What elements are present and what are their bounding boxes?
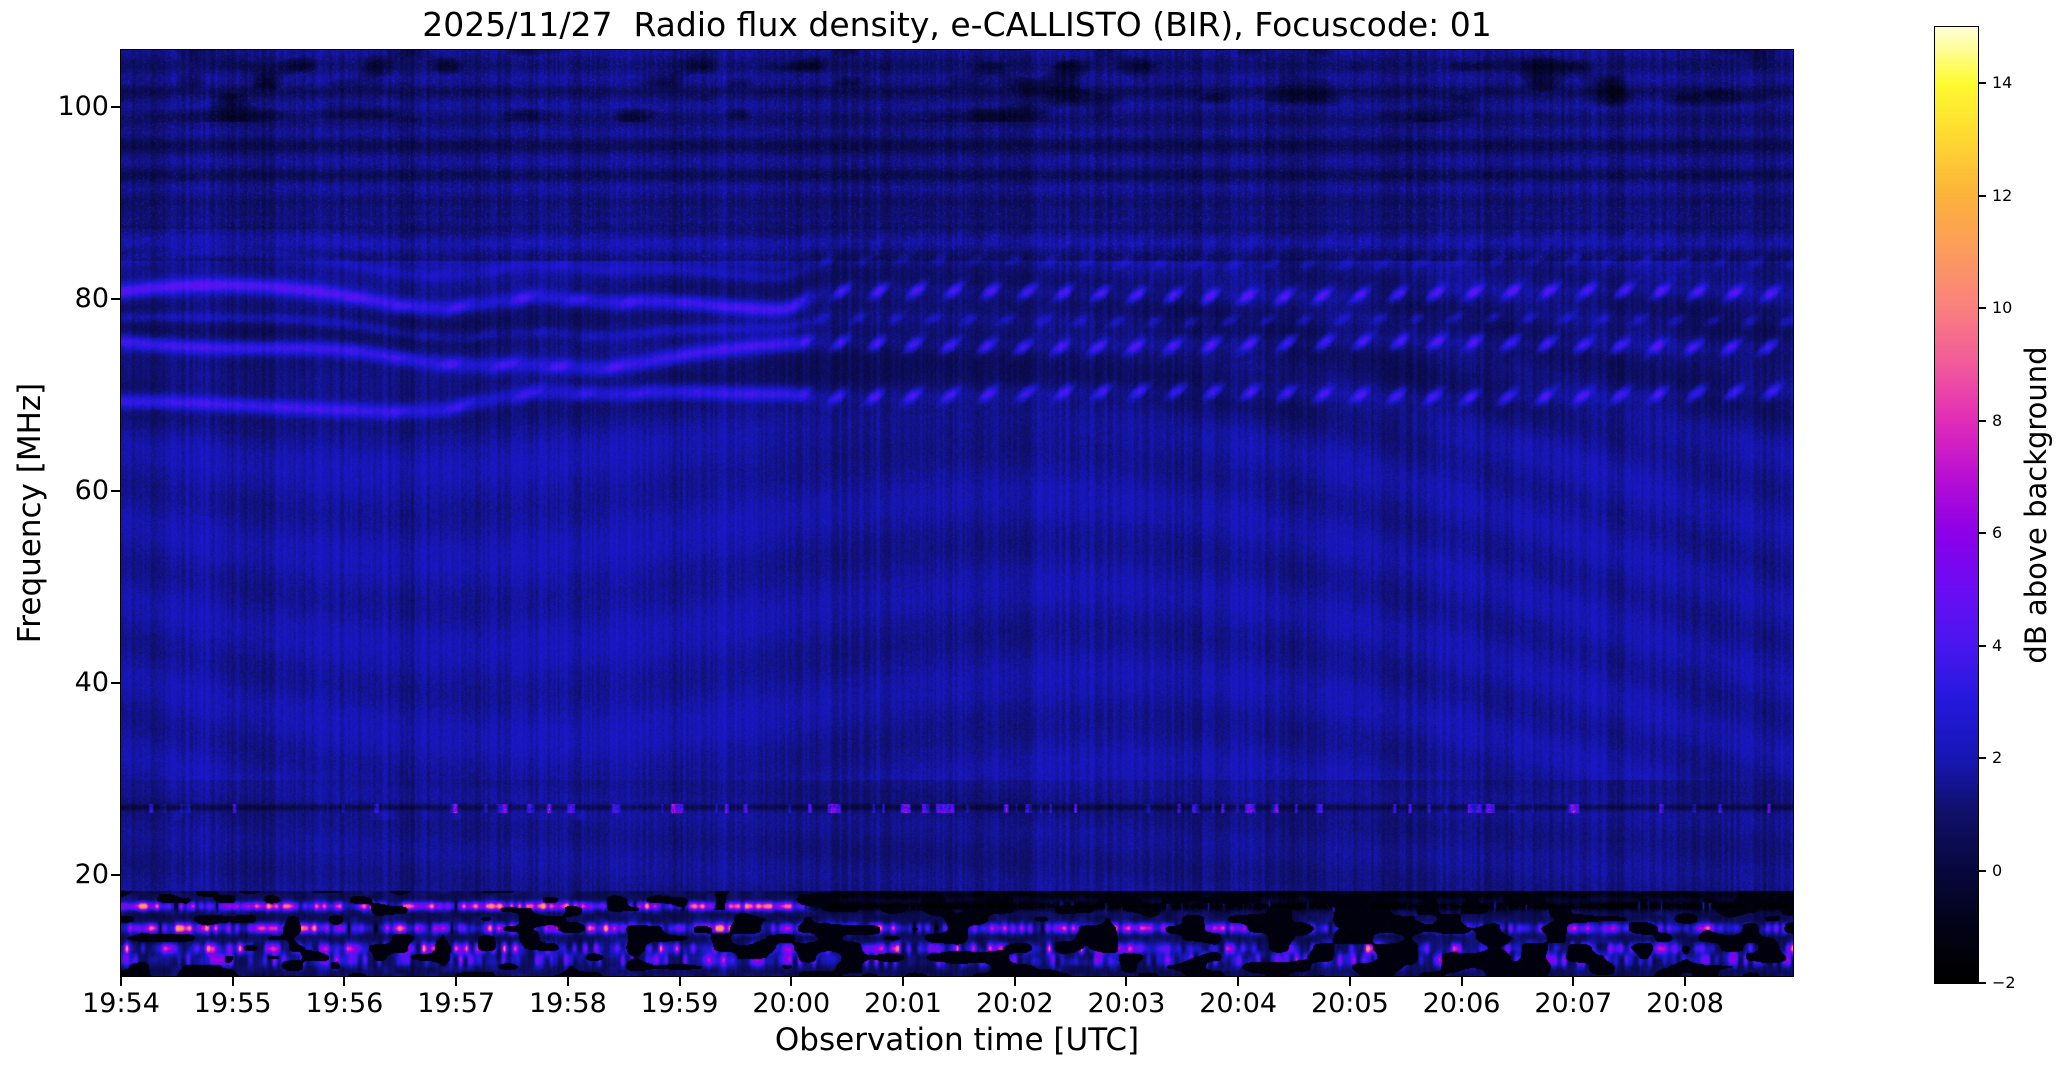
colorbar-canvas: [1935, 27, 1978, 983]
y-tick-label: 60: [74, 475, 109, 507]
colorbar-label: dB above background: [2019, 346, 2053, 664]
colorbar-tick-label: 6: [1992, 523, 2003, 543]
x-tick-mark: [1013, 977, 1016, 986]
x-tick-mark: [790, 977, 793, 986]
colorbar-tick-mark: [1979, 869, 1986, 872]
x-tick-mark: [1125, 977, 1128, 986]
y-tick-mark: [111, 490, 120, 493]
colorbar-tick-mark: [1979, 307, 1986, 310]
x-tick-label: 19:56: [305, 988, 384, 1019]
colorbar-tick-label: 10: [1992, 298, 2013, 318]
colorbar-tick-label: 0: [1992, 860, 2003, 880]
colorbar-tick-label: 8: [1992, 410, 2003, 430]
x-tick-label: 20:06: [1422, 988, 1501, 1019]
x-tick-label: 20:05: [1310, 988, 1389, 1019]
y-tick-label: 80: [74, 283, 109, 315]
x-tick-mark: [1348, 977, 1351, 986]
colorbar-tick-mark: [1979, 419, 1986, 422]
x-tick-mark: [120, 977, 122, 986]
colorbar-tick-mark: [1979, 532, 1986, 535]
y-tick-mark: [111, 682, 120, 684]
x-tick-label: 20:01: [864, 988, 942, 1019]
colorbar-tick-label: 4: [1992, 635, 2003, 655]
y-tick-mark: [111, 106, 120, 109]
x-tick-label: 20:07: [1534, 988, 1613, 1019]
y-axis-label: Frequency [MHz]: [12, 382, 48, 644]
chart-title: 2025/11/27 Radio flux density, e-CALLIST…: [422, 5, 1492, 44]
colorbar: [1934, 26, 1979, 984]
x-tick-label: 20:03: [1087, 988, 1166, 1019]
x-tick-label: 20:04: [1199, 988, 1278, 1019]
x-tick-label: 19:55: [193, 988, 272, 1019]
x-tick-mark: [678, 977, 681, 986]
x-tick-label: 19:59: [640, 988, 719, 1019]
colorbar-tick-mark: [1979, 82, 1986, 85]
x-axis-label: Observation time [UTC]: [774, 1022, 1140, 1058]
y-tick-label: 100: [57, 91, 109, 123]
x-tick-mark: [1684, 977, 1686, 986]
y-tick-mark: [111, 874, 120, 876]
x-tick-label: 19:57: [417, 988, 496, 1019]
x-tick-mark: [1460, 977, 1463, 986]
x-tick-mark: [343, 977, 346, 986]
colorbar-tick-label: 2: [1992, 748, 2003, 768]
x-tick-mark: [566, 977, 569, 986]
x-tick-label: 19:54: [82, 988, 160, 1019]
x-tick-mark: [1572, 977, 1575, 986]
colorbar-tick-mark: [1979, 982, 1986, 984]
x-tick-label: 20:02: [975, 988, 1054, 1019]
y-tick-mark: [111, 298, 120, 301]
colorbar-tick-mark: [1979, 757, 1986, 760]
x-tick-label: 20:00: [752, 988, 831, 1019]
x-tick-label: 20:08: [1646, 988, 1724, 1019]
plot-area: [120, 49, 1794, 977]
x-tick-mark: [455, 977, 458, 986]
colorbar-tick-label: 14: [1992, 73, 2013, 93]
x-tick-mark: [1237, 977, 1240, 986]
colorbar-tick-mark: [1979, 644, 1986, 647]
colorbar-tick-label: 12: [1992, 185, 2013, 205]
spectrogram-canvas: [121, 50, 1793, 976]
colorbar-tick-mark: [1979, 194, 1986, 197]
colorbar-tick-label: −2: [1992, 973, 2016, 992]
x-tick-mark: [231, 977, 234, 986]
y-tick-label: 40: [74, 667, 109, 698]
x-tick-label: 19:58: [528, 988, 607, 1019]
x-tick-mark: [902, 977, 904, 986]
y-tick-label: 20: [74, 859, 109, 890]
